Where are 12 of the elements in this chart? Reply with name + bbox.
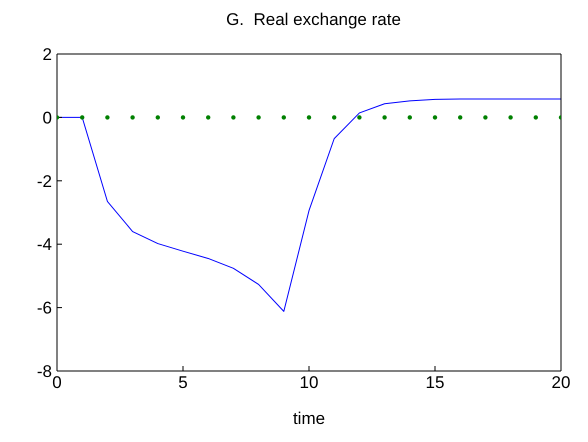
x-tick-label: 5 — [178, 373, 188, 392]
y-tick-label: -2 — [36, 172, 52, 191]
y-tick-label: -8 — [36, 362, 52, 382]
x-tick-label: 15 — [426, 373, 444, 392]
x-tick-label: 20 — [552, 373, 570, 392]
chart-title: G. Real exchange rate — [225, 10, 402, 30]
y-tick-label: 0 — [42, 108, 52, 128]
x-tick-label: 10 — [300, 373, 318, 392]
y-tick-label: -6 — [36, 298, 52, 318]
x-axis-title: time — [292, 409, 326, 428]
y-tick-label: 2 — [42, 45, 52, 64]
y-tick-label: -4 — [36, 235, 52, 254]
